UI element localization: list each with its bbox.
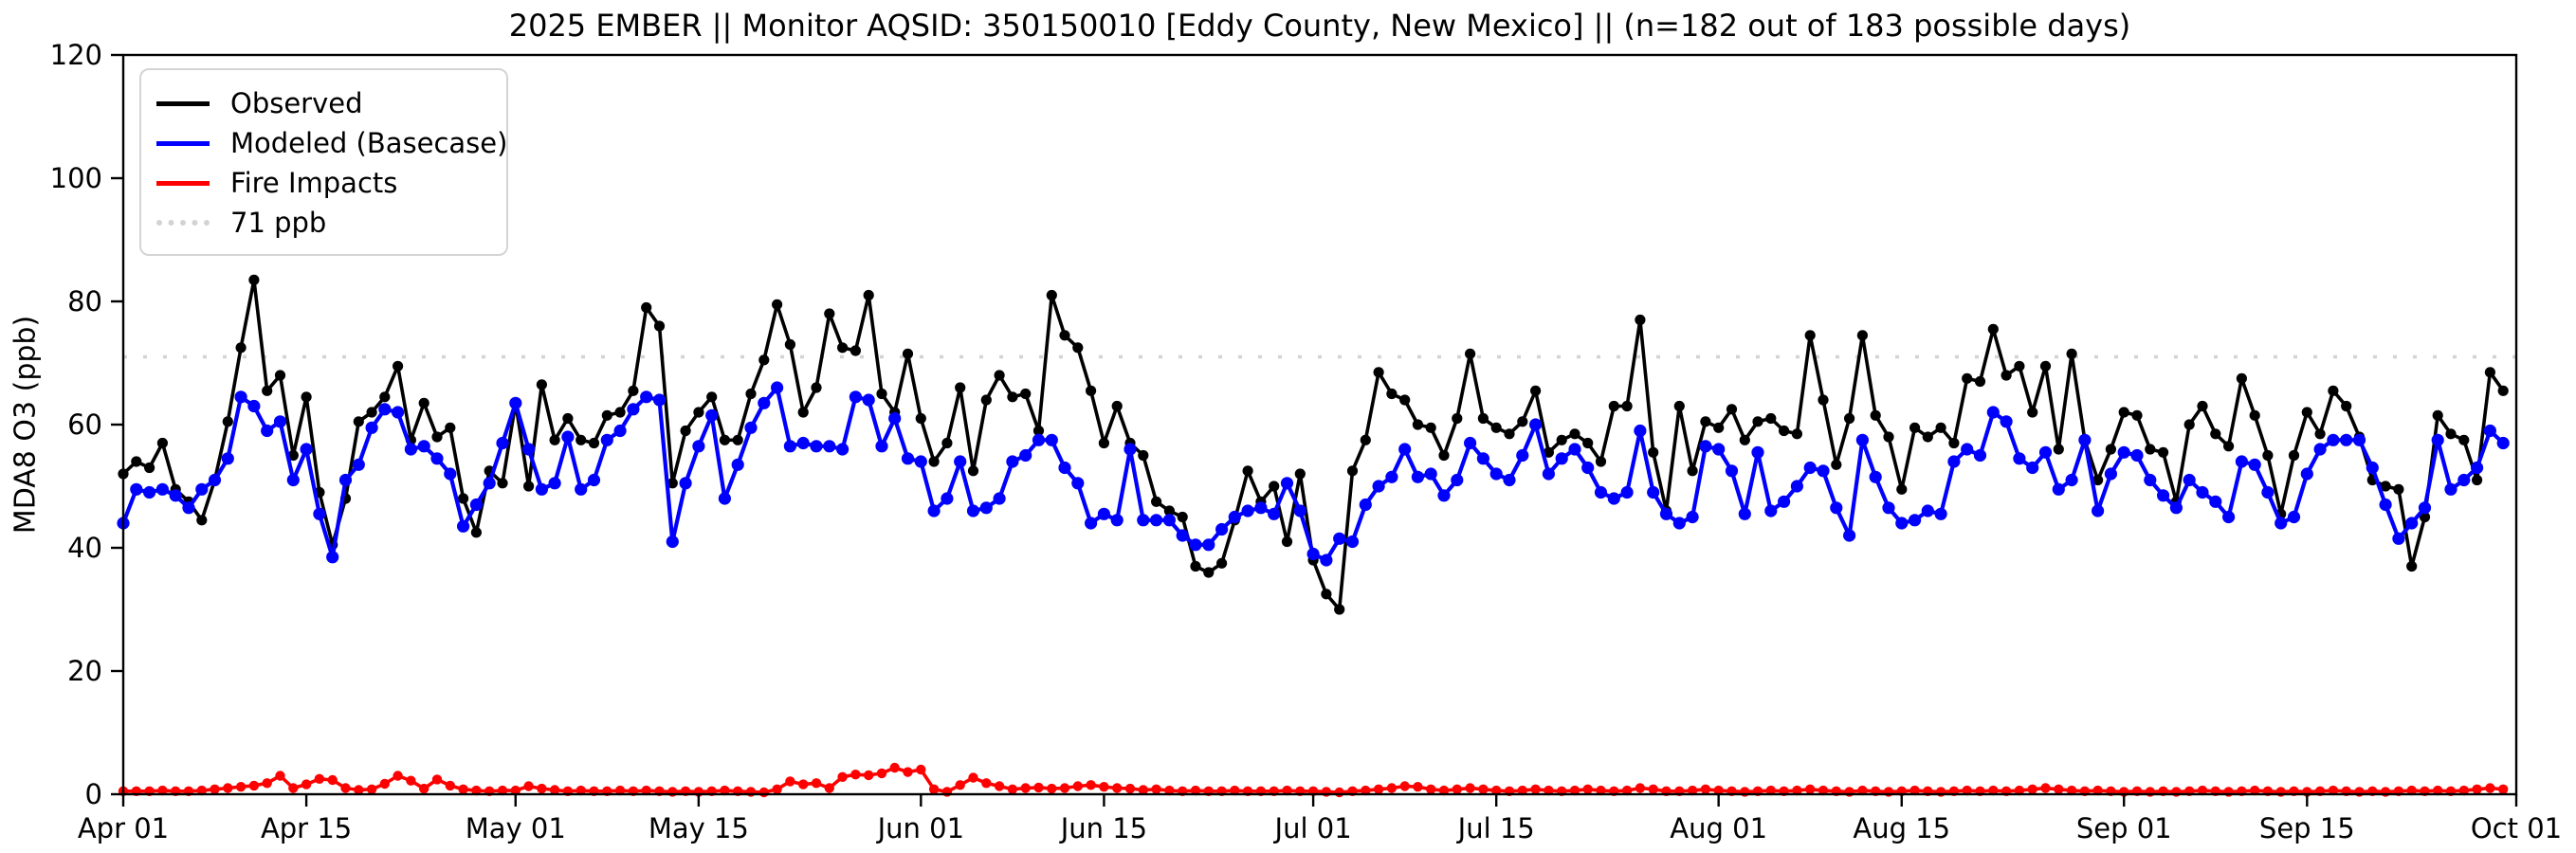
y-axis-label: MDA8 O3 (ppb) [9,315,43,535]
svg-text:80: 80 [67,285,102,318]
svg-text:Apr 01: Apr 01 [78,812,169,844]
svg-text:May 01: May 01 [466,812,566,844]
svg-text:Aug 15: Aug 15 [1853,812,1950,844]
legend-item-threshold: 71 ppb [156,203,487,243]
svg-text:Sep 15: Sep 15 [2259,812,2355,844]
observed-line-swatch [156,100,210,106]
legend-item-modeled: Modeled (Basecase) [156,123,507,163]
svg-text:20: 20 [67,655,102,687]
svg-text:0: 0 [85,778,102,810]
threshold-line-swatch [156,220,210,226]
svg-text:Jun 01: Jun 01 [876,812,964,844]
legend-label-threshold: 71 ppb [230,207,327,239]
svg-text:120: 120 [50,39,102,71]
svg-text:Jul 15: Jul 15 [1456,812,1535,844]
chart-title: 2025 EMBER || Monitor AQSID: 350150010 [… [508,8,2131,44]
svg-text:40: 40 [67,532,102,564]
svg-text:May 15: May 15 [649,812,749,844]
svg-text:Jul 01: Jul 01 [1273,812,1352,844]
svg-text:Apr 15: Apr 15 [261,812,352,844]
svg-text:Sep 01: Sep 01 [2076,812,2172,844]
fire-line-swatch [156,180,210,186]
legend-item-observed: Observed [156,83,487,123]
svg-text:Oct 01: Oct 01 [2471,812,2562,844]
legend: Observed Modeled (Basecase) Fire Impacts… [139,68,508,256]
svg-text:60: 60 [67,408,102,441]
legend-label-fire: Fire Impacts [230,167,398,199]
svg-text:Aug 01: Aug 01 [1670,812,1767,844]
legend-label-modeled: Modeled (Basecase) [230,127,508,159]
svg-text:100: 100 [50,162,102,194]
legend-label-observed: Observed [230,87,363,119]
svg-text:Jun 15: Jun 15 [1059,812,1147,844]
legend-item-fire: Fire Impacts [156,163,487,203]
modeled-line-swatch [156,140,210,146]
